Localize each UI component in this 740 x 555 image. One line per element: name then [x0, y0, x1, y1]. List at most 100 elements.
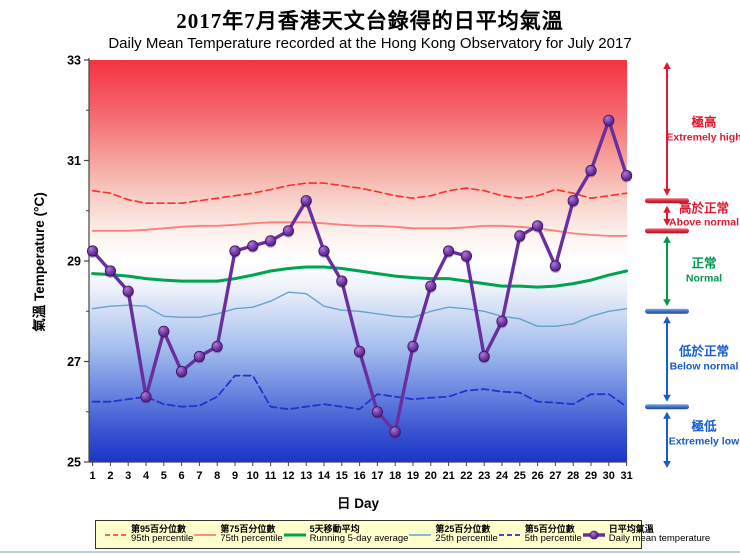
data-point: [318, 245, 330, 257]
zone-boundary-bar: [645, 228, 689, 234]
data-point: [104, 265, 117, 277]
zone-arrow-below-normal: [663, 316, 671, 402]
legend-item-label: 第5百分位數 5th percentile: [524, 523, 582, 545]
zone-label-english: Below normal: [669, 360, 739, 373]
data-point: [193, 350, 205, 363]
data-point: [300, 195, 312, 207]
data-point: [603, 114, 615, 126]
x-tick-label: 6: [179, 470, 185, 482]
chart-title-chinese: 2017年7月香港天文台錄得的日平均氣溫: [176, 9, 564, 33]
legend-label-chinese: 第95百分位數: [131, 523, 187, 534]
legend-label-chinese: 第75百分位數: [220, 523, 276, 534]
legend-item-daily-mean-temperature: 日平均氣溫 Daily mean temperature: [582, 524, 710, 544]
y-tick-label: 25: [67, 456, 81, 470]
zone-label-normal: 正常 Normal: [656, 257, 740, 286]
x-tick-label: 29: [585, 470, 597, 482]
legend-item-5th-percentile: 第5百分位數 5th percentile: [498, 523, 582, 545]
data-point: [158, 325, 170, 337]
data-point: [176, 365, 188, 378]
data-point: [229, 245, 241, 257]
x-tick-label: 26: [531, 470, 543, 482]
data-point: [407, 340, 419, 352]
data-point: [389, 426, 401, 438]
legend-item-label: 日平均氣溫 Daily mean temperature: [609, 524, 710, 544]
x-tick-label: 30: [603, 470, 615, 482]
x-axis-ticks: 1 2 3 4 5 6 7 8 9 10 11 12 13 14 15 16 17 18 19 20 21 22 23 24 2…: [90, 462, 633, 482]
x-tick-label: 10: [247, 470, 259, 482]
zone-label-below-normal: 低於正常 Below normal: [656, 345, 740, 374]
legend-item-25th-percentile: 第25百分位數 25th percentile: [408, 523, 498, 545]
zone-arrow-extremely-low: [663, 411, 671, 468]
chart-legend: 第95百分位數 95th percentile 第75百分位數 75th percen…: [95, 520, 710, 549]
x-tick-label: 20: [425, 470, 437, 482]
zone-arrow-extremely-high: [663, 62, 671, 196]
plot-area: [89, 60, 627, 462]
x-tick-label: 25: [514, 470, 526, 482]
data-point: [531, 220, 544, 232]
zone-arrow-normal: [663, 235, 671, 307]
zone-arrow-above-normal: [663, 205, 671, 226]
x-tick-label: 24: [496, 470, 509, 482]
x-tick-label: 14: [318, 470, 331, 482]
legend-item-label: 5天移動平均 Running 5-day average: [310, 524, 409, 544]
series-markers-daily-mean-temperature: [87, 114, 633, 439]
data-point: [549, 260, 562, 272]
data-point: [353, 345, 366, 358]
data-point: [87, 245, 99, 257]
x-tick-label: 18: [389, 470, 401, 482]
legend-item-95th-percentile: 第95百分位數 95th percentile: [104, 523, 193, 544]
y-axis-ticks: 25 27 29 31 33: [67, 54, 89, 470]
x-tick-label: 2: [107, 470, 113, 482]
legend-line-sample-icon: [283, 533, 306, 536]
data-point: [496, 315, 508, 327]
zone-label-chinese: 正常: [691, 256, 717, 271]
data-point: [442, 245, 455, 257]
x-tick-label: 21: [442, 470, 454, 482]
y-tick-label: 29: [67, 255, 81, 269]
y-tick-label: 31: [67, 154, 81, 168]
data-point: [585, 164, 597, 177]
data-point: [336, 275, 348, 287]
legend-label-chinese: 第25百分位數: [435, 523, 491, 534]
legend-label-english: 5th percentile: [524, 533, 582, 545]
x-tick-label: 23: [478, 470, 490, 482]
legend-line-sample-icon: [582, 530, 605, 539]
x-tick-label: 11: [265, 470, 277, 482]
x-tick-label: 31: [620, 470, 632, 482]
legend-label-english: 25th percentile: [435, 533, 498, 545]
series-running-5-day-average: [91, 265, 629, 289]
bottom-divider: [0, 551, 740, 553]
zone-label-above-normal: 高於正常 Above normal: [656, 201, 740, 230]
x-tick-label: 22: [460, 470, 472, 482]
data-point: [567, 195, 579, 207]
legend-line-sample-icon: [409, 533, 432, 536]
chart-title-english: Daily Mean Temperature recorded at the H…: [108, 35, 632, 52]
x-tick-label: 27: [549, 470, 561, 482]
x-tick-label: 19: [407, 470, 419, 482]
series-95th-percentile: [91, 182, 628, 204]
x-tick-label: 5: [161, 470, 167, 482]
x-tick-label: 28: [567, 470, 579, 482]
data-point: [371, 406, 383, 418]
zone-label-chinese: 低於正常: [678, 344, 729, 359]
data-point: [122, 285, 134, 297]
zone-label-english: Above normal: [668, 217, 739, 230]
legend-item-75th-percentile: 第75百分位數 75th percentile: [193, 523, 283, 545]
data-point: [460, 250, 472, 262]
x-tick-label: 3: [125, 470, 131, 482]
x-tick-label: 13: [300, 470, 312, 482]
zone-label-extremely-high: 極高 Extremely high: [656, 116, 740, 145]
legend-line-sample-icon: [194, 533, 217, 536]
legend-label-chinese: 第5百分位數: [524, 523, 575, 534]
legend-line-sample-icon: [105, 533, 127, 536]
legend-item-running-5-day-average: 5天移動平均 Running 5-day average: [283, 524, 409, 544]
data-point: [282, 225, 294, 237]
x-tick-label: 17: [371, 470, 383, 482]
legend-label-english: 75th percentile: [220, 533, 283, 545]
legend-item-label: 第75百分位數 75th percentile: [220, 523, 283, 545]
data-point: [264, 235, 277, 247]
zone-label-chinese: 極高: [691, 115, 717, 130]
zone-label-english: Normal: [685, 272, 723, 285]
